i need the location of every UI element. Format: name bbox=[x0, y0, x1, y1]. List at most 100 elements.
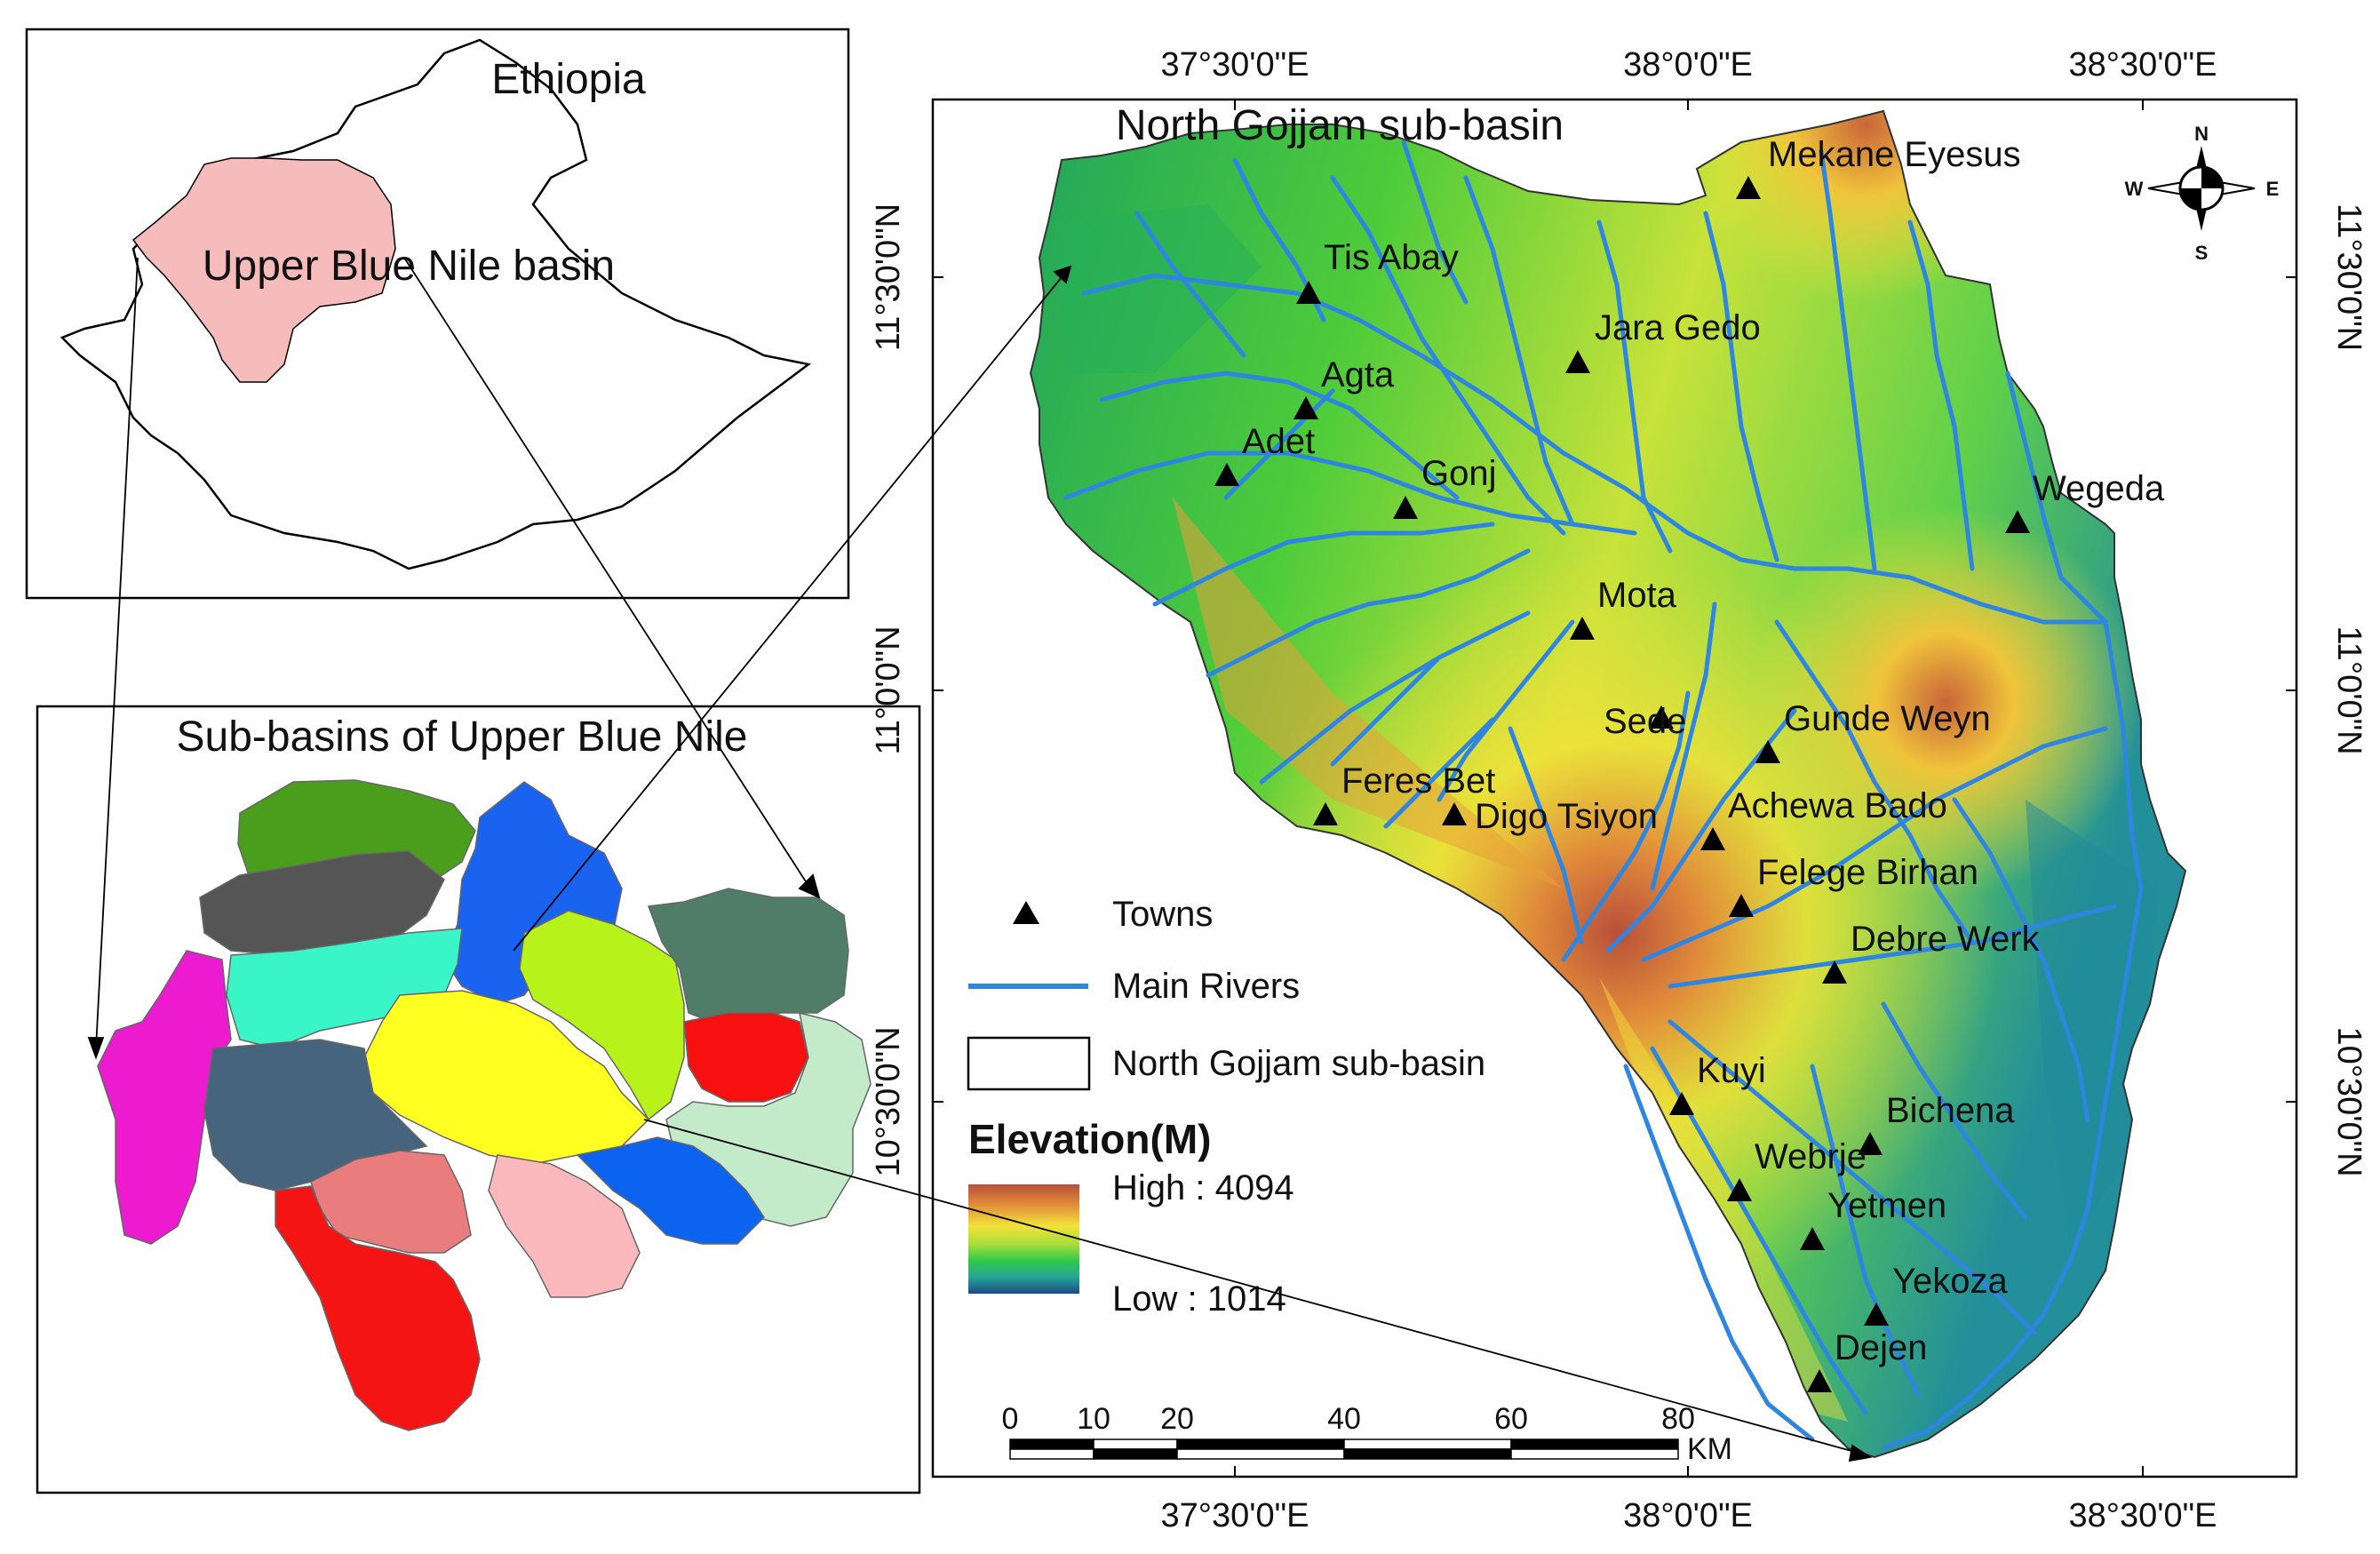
map-legend: Towns Main Rivers North Gojjam sub-basin… bbox=[967, 895, 1485, 1319]
town-marker-digo-tsiyon bbox=[1442, 802, 1467, 825]
river-segment bbox=[2005, 371, 2108, 625]
town-label-bichena: Bichena bbox=[1886, 1091, 2015, 1130]
latitude-label-right: 11°30'0"N bbox=[2330, 203, 2368, 351]
longitude-label-top: 38°30'0"E bbox=[2069, 46, 2217, 84]
latitude-label-left: 11°0'0"N bbox=[870, 626, 907, 754]
scale-tick-label: 80 bbox=[1661, 1402, 1695, 1436]
river-segment bbox=[1623, 1064, 1815, 1442]
longitude-label-bottom: 38°0'0"E bbox=[1623, 1497, 1753, 1534]
town-label-agta: Agta bbox=[1321, 355, 1395, 394]
river-segment bbox=[1650, 602, 1717, 891]
legend-subbasin-symbol bbox=[967, 1036, 1091, 1091]
town-marker-yekoza bbox=[1864, 1303, 1889, 1326]
legend-high-label: High : 4094 bbox=[1112, 1168, 1294, 1207]
town-label-digo-tsiyon: Digo Tsiyon bbox=[1475, 797, 1658, 836]
subbasin-polygon bbox=[488, 1154, 641, 1298]
legend-rivers-label: Main Rivers bbox=[1112, 967, 1300, 1006]
legend-elevation-ramp bbox=[968, 1184, 1079, 1294]
town-marker-achewa-bado bbox=[1700, 827, 1725, 850]
river-segment bbox=[1330, 175, 1566, 536]
town-marker-yetmen bbox=[1800, 1227, 1825, 1250]
town-marker-gunde-weyn bbox=[1755, 740, 1780, 763]
main-map-title: North Gojjam sub-basin bbox=[1116, 102, 1564, 149]
north-gojjam-basin-outline bbox=[1029, 109, 2187, 1459]
latitude-label-left: 11°30'0"N bbox=[870, 203, 907, 351]
latitude-label-left: 10°30'0"N bbox=[870, 1026, 907, 1176]
scale-tick-label: 20 bbox=[1160, 1402, 1194, 1436]
town-marker-mekane-eyesus bbox=[1736, 176, 1761, 199]
subbasin-shapes bbox=[97, 779, 872, 1431]
north-arrow-w-label: W bbox=[2125, 178, 2144, 200]
river-segment bbox=[1952, 797, 2090, 1122]
town-label-achewa-bado: Achewa Bado bbox=[1728, 786, 1947, 825]
river-segment bbox=[1668, 1019, 2037, 1335]
subbasin-polygon bbox=[576, 1136, 765, 1245]
town-label-kuyi: Kuyi bbox=[1697, 1051, 1766, 1090]
town-label-debre-werk: Debre Werk bbox=[1851, 920, 2041, 959]
town-marker-adet bbox=[1214, 463, 1239, 486]
town-marker-jara-gedo bbox=[1565, 350, 1590, 373]
graticule-labels: 37°30'0"E 38°0'0"E 38°30'0"E 37°30'0"E 38°0'… bbox=[870, 46, 2368, 1534]
town-label-adet: Adet bbox=[1242, 422, 1315, 461]
river-segment bbox=[1099, 371, 1460, 500]
town-marker-kuyi bbox=[1669, 1092, 1694, 1115]
river-segment bbox=[1437, 619, 1575, 802]
north-arrow-e-label: E bbox=[2266, 178, 2280, 200]
town-label-sede: Sede bbox=[1604, 702, 1686, 741]
town-marker-agta bbox=[1293, 396, 1318, 419]
town-marker-felege-birhan bbox=[1729, 894, 1754, 917]
legend-towns-label: Towns bbox=[1112, 895, 1213, 934]
north-arrow-s-label: S bbox=[2195, 242, 2209, 264]
north-arrow: N S W E bbox=[2125, 123, 2280, 264]
main-rivers bbox=[1063, 139, 2144, 1451]
ethiopia-title: Ethiopia bbox=[491, 56, 646, 103]
river-segment bbox=[1774, 619, 1975, 944]
subbasin-polygon bbox=[519, 910, 685, 1121]
river-segment bbox=[1081, 273, 2108, 625]
town-label-dejen: Dejen bbox=[1835, 1328, 1928, 1367]
river-segment bbox=[1810, 1064, 1922, 1398]
river-segment bbox=[1259, 655, 1442, 785]
town-marker-bichena bbox=[1858, 1132, 1883, 1155]
town-label-webrje: Webrje bbox=[1755, 1137, 1867, 1176]
town-marker-sede bbox=[1649, 705, 1674, 729]
scale-unit-label: KM bbox=[1687, 1432, 1732, 1466]
river-segment bbox=[1881, 1001, 2028, 1220]
town-marker-dejen bbox=[1807, 1369, 1832, 1392]
latitude-label-right: 11°0'0"N bbox=[2330, 626, 2368, 754]
town-label-mekane-eyesus: Mekane Eyesus bbox=[1768, 135, 2021, 174]
subbasin-polygon bbox=[199, 850, 445, 956]
legend-low-label: Low : 1014 bbox=[1112, 1279, 1286, 1319]
river-segment bbox=[1907, 219, 1975, 571]
town-label-gonj: Gonj bbox=[1421, 454, 1497, 493]
upper-blue-nile-basin-shape bbox=[131, 157, 396, 383]
town-marker-debre-werk bbox=[1822, 960, 1847, 984]
ethiopia-inset: Ethiopia Upper Blue Nile basin bbox=[25, 28, 850, 600]
town-marker-wegeda bbox=[2005, 510, 2030, 533]
river-segment bbox=[1561, 690, 1691, 962]
river-segment bbox=[1463, 175, 1575, 527]
river-segment bbox=[1330, 610, 1531, 767]
river-segment bbox=[1383, 717, 1495, 829]
river-segment bbox=[1508, 726, 1584, 944]
river-segment bbox=[1641, 726, 2108, 962]
town-label-yekoza: Yekoza bbox=[1892, 1262, 2009, 1301]
town-label-mota: Mota bbox=[1597, 576, 1677, 615]
river-segment bbox=[1596, 219, 1673, 554]
town-label-jara-gedo: Jara Gedo bbox=[1595, 308, 1761, 347]
longitude-label-top: 37°30'0"E bbox=[1161, 46, 1309, 84]
upper-blue-nile-label: Upper Blue Nile basin bbox=[203, 243, 615, 290]
town-label-tis-abay: Tis Abay bbox=[1324, 238, 1459, 277]
legend-town-symbol bbox=[1013, 901, 1039, 924]
town-marker-tis-abay bbox=[1296, 281, 1321, 304]
subbasin-polygon bbox=[683, 1012, 809, 1103]
subbasin-polygon bbox=[275, 1185, 481, 1431]
north-arrow-n-label: N bbox=[2194, 123, 2209, 145]
subbasins-inset: Sub-basins of Upper Blue Nile bbox=[36, 705, 921, 1494]
town-marker-gonj bbox=[1393, 496, 1418, 519]
town-label-gunde-weyn: Gunde Weyn bbox=[1784, 699, 1991, 738]
